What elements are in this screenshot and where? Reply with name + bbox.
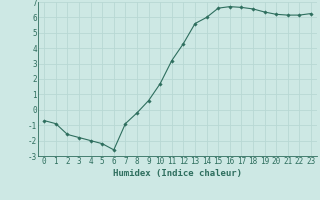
X-axis label: Humidex (Indice chaleur): Humidex (Indice chaleur)	[113, 169, 242, 178]
